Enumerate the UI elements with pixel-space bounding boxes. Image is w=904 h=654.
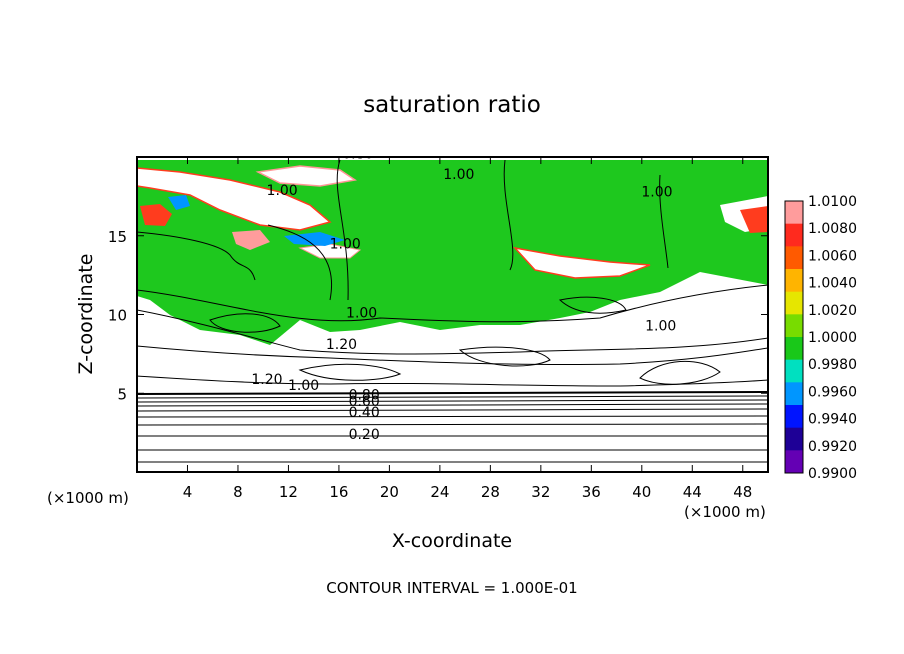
y-tick-label: 15 (108, 228, 127, 246)
colorbar-swatch (785, 405, 803, 429)
colorbar-level-label: 1.0000 (808, 330, 857, 346)
colorbar-swatch (785, 382, 803, 406)
x-tick-label: 8 (233, 483, 243, 501)
y-axis: 5 10 15 (108, 228, 768, 403)
x-tick-label: 48 (733, 483, 752, 501)
colorbar-level-label: 0.9920 (808, 439, 857, 455)
x-unit-label-right: (×1000 m) (684, 503, 766, 521)
x-tick-label: 16 (329, 483, 348, 501)
contour-label: 0.60 (349, 394, 380, 410)
contour-label: 1.00 (641, 184, 672, 200)
white-patch (137, 167, 332, 231)
x-tick-label: 4 (183, 483, 193, 501)
colorbar-level-label: 1.0080 (808, 221, 857, 237)
colorbar-swatch (785, 359, 803, 383)
colorbar: 1.0100 1.0080 1.0060 1.0040 1.0020 1.0000 0.99… (784, 194, 857, 482)
contour-label: 1.00 (288, 378, 319, 394)
x-axis-label: X-coordinate (392, 530, 512, 552)
colorbar-level-label: 1.0020 (808, 303, 857, 319)
colorbar-level-label: 0.9940 (808, 412, 857, 428)
red-patch (140, 204, 172, 226)
x-tick-label: 20 (380, 483, 399, 501)
colorbar-frame (784, 200, 804, 474)
x-tick-label: 32 (531, 483, 550, 501)
contour-label: 0.80 (342, 147, 373, 163)
x-tick-label: 12 (279, 483, 298, 501)
colorbar-level-label: 1.0040 (808, 276, 857, 292)
contour-label: 1.00 (443, 167, 474, 183)
contour-lines (137, 159, 768, 387)
colorbar-swatch (785, 314, 803, 338)
contour-label: 1.00 (267, 183, 298, 199)
x-tick-label: 24 (430, 483, 449, 501)
contour-label: 0.40 (349, 405, 380, 421)
colorbar-level-label: 0.9980 (808, 357, 857, 373)
white-patch (512, 246, 651, 279)
y-tick-label: 10 (108, 307, 127, 325)
blue-patch (168, 195, 190, 210)
colorbar-swatch (785, 201, 803, 225)
red-patch (232, 230, 270, 250)
white-patch (255, 165, 357, 187)
contour-label: 1.20 (251, 372, 282, 388)
x-axis: 4 8 12 16 20 24 28 32 36 40 44 48 (183, 157, 752, 501)
stratified-contours (137, 391, 768, 463)
colorbar-swatch (785, 246, 803, 270)
x-tick-label: 36 (582, 483, 601, 501)
colorbar-swatch (785, 337, 803, 361)
x-unit-label-left: (×1000 m) (47, 489, 129, 507)
plot-area: 0.80 1.00 1.00 1.00 1.00 1.00 1.20 1.00 1.20 1.00… (137, 147, 768, 472)
colorbar-swatch (785, 223, 803, 247)
colorbar-swatch (785, 291, 803, 315)
contour-label: 0.80 (349, 388, 380, 404)
contour-label: 0.20 (349, 427, 380, 443)
chart-title: saturation ratio (363, 92, 541, 118)
y-tick-label: 5 (117, 385, 127, 403)
colorbar-level-label: 0.9960 (808, 384, 857, 400)
contour-label: 1.00 (645, 318, 676, 334)
colorbar-level-label: 0.9900 (808, 466, 857, 482)
x-tick-label: 40 (632, 483, 651, 501)
y-axis-label: Z-coordinate (75, 254, 97, 375)
colorbar-level-label: 1.0060 (808, 248, 857, 264)
red-patch (740, 206, 768, 233)
colorbar-swatch (785, 427, 803, 451)
x-tick-label: 28 (481, 483, 500, 501)
colorbar-swatch (785, 450, 803, 474)
contour-interval-note: CONTOUR INTERVAL = 1.000E-01 (326, 579, 577, 597)
x-tick-label: 44 (683, 483, 702, 501)
contour-label: 1.00 (346, 306, 377, 322)
colorbar-swatch (785, 269, 803, 293)
contour-label: 1.00 (330, 236, 361, 252)
contour-label: 1.20 (326, 337, 357, 353)
colorbar-level-label: 1.0100 (808, 194, 857, 210)
